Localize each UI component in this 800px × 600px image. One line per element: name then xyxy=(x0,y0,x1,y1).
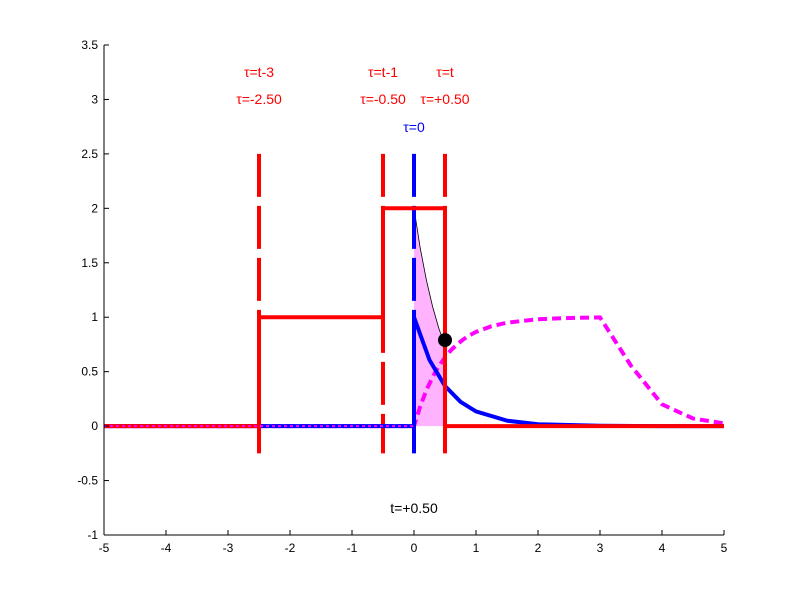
y-tick-label: 0 xyxy=(91,419,98,433)
overlap-fill-layer xyxy=(413,208,446,427)
impulse-response-line xyxy=(104,316,724,429)
y-tick-label: 1 xyxy=(91,310,98,324)
y-tick-label: 1.5 xyxy=(81,256,98,270)
x-tick-label: 3 xyxy=(597,541,604,555)
time-annotation: t=+0.50 xyxy=(390,500,438,516)
y-tick-label: 3.5 xyxy=(81,38,98,52)
series-layer xyxy=(104,206,725,429)
current-output-point xyxy=(438,333,452,348)
x-tick-label: 0 xyxy=(411,541,418,555)
marker-label-top-3: τ=0 xyxy=(403,119,425,135)
y-tick-label: -0.5 xyxy=(77,474,98,488)
marker-label-bottom-2: τ=-0.50 xyxy=(360,91,406,107)
current-point-layer xyxy=(438,333,452,348)
y-tick-label: 2 xyxy=(91,201,98,215)
axes: -5 -4 -3 -2 -1 0 1 2 3 4 5 -1 -0.5 0 0.5 1 1.5 2 2.5 3 3.5 xyxy=(77,38,727,555)
overlap-fill xyxy=(414,208,445,427)
x-tick-label: -1 xyxy=(347,541,358,555)
y-tick-label: 2.5 xyxy=(81,147,98,161)
labels-layer: τ=t-3 τ=-2.50 τ=t-1 τ=-0.50 τ=0 τ=t τ=+0.50 t=+… xyxy=(236,64,470,516)
marker-label-bottom-1: τ=-2.50 xyxy=(236,91,282,107)
y-tick-label: -1 xyxy=(87,528,98,542)
x-tick-label: 4 xyxy=(659,541,666,555)
x-tick-label: 2 xyxy=(535,541,542,555)
y-tick-label: 0.5 xyxy=(81,365,98,379)
marker-label-top-2: τ=t-1 xyxy=(368,64,398,80)
marker-label-top-1: τ=t-3 xyxy=(244,64,274,80)
x-tick-label: -5 xyxy=(99,541,110,555)
marker-label-top-4: τ=t xyxy=(436,64,454,80)
flipped-signal-line xyxy=(104,206,724,429)
x-tick-label: 1 xyxy=(473,541,480,555)
x-tick-label: -4 xyxy=(161,541,172,555)
x-tick-label: -2 xyxy=(285,541,296,555)
y-tick-label: 3 xyxy=(91,92,98,106)
overlap-top-edge xyxy=(413,208,446,347)
x-tick-label: 5 xyxy=(721,541,728,555)
convolution-output-line xyxy=(104,315,725,429)
x-tick-label: -3 xyxy=(223,541,234,555)
marker-label-bottom-4: τ=+0.50 xyxy=(420,91,469,107)
